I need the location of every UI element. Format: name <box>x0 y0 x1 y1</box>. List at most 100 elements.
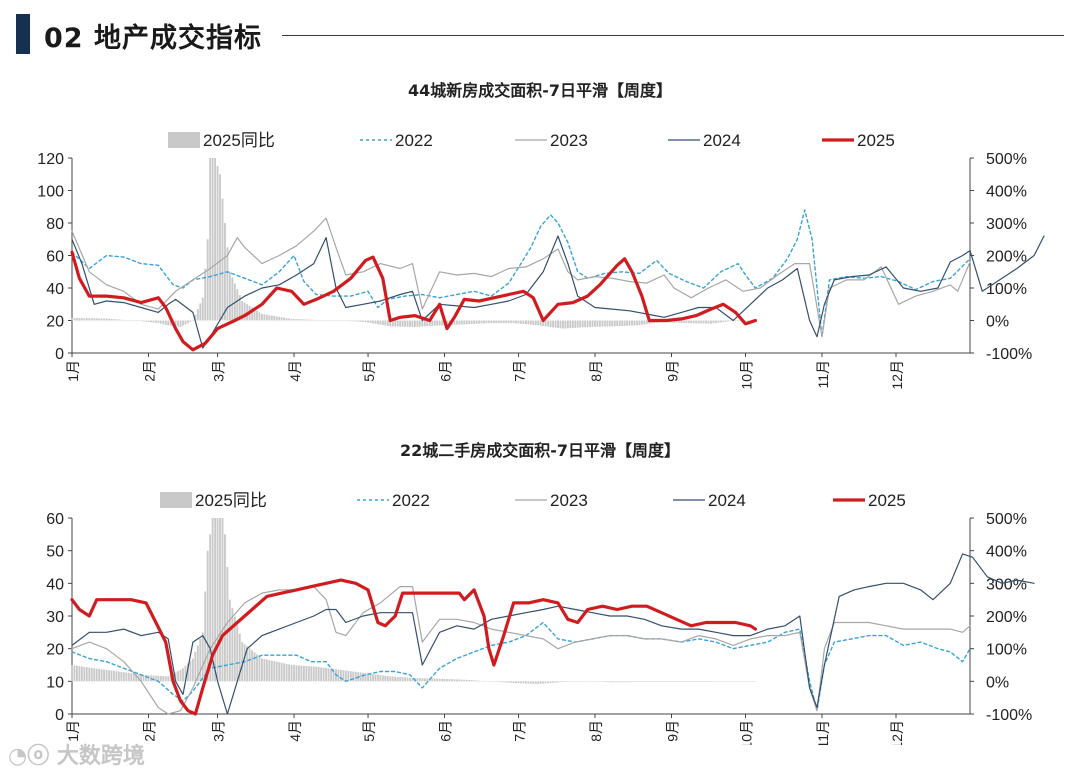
yoy-bar <box>596 681 599 682</box>
yoy-bar <box>690 681 693 682</box>
yoy-bar <box>206 239 209 321</box>
yoy-bar <box>480 320 483 324</box>
yoy-bar <box>194 651 197 682</box>
yoy-bar <box>162 676 165 682</box>
yoy-bar <box>574 681 577 682</box>
yoy-bar <box>293 318 295 321</box>
yoy-bar <box>278 662 281 682</box>
yoy-bar <box>727 320 730 322</box>
yoy-bar <box>640 320 643 325</box>
y-right-tick-label: 200% <box>986 609 1027 626</box>
yoy-bar <box>145 674 147 682</box>
yoy-bar <box>325 320 328 321</box>
yoy-bar <box>473 680 476 682</box>
legend-label-s2023: 2023 <box>550 131 588 150</box>
yoy-bar <box>169 675 172 682</box>
yoy-bar <box>164 676 167 682</box>
yoy-bar <box>90 318 93 321</box>
yoy-bar <box>710 320 712 324</box>
yoy-bar <box>71 665 73 682</box>
yoy-bar <box>73 665 76 682</box>
yoy-bar <box>483 681 485 682</box>
x-tick-label: 10月 <box>739 360 755 390</box>
yoy-bar <box>179 669 182 682</box>
yoy-bar <box>157 320 160 324</box>
yoy-bar <box>673 320 675 323</box>
yoy-bar <box>337 320 340 321</box>
yoy-bar <box>117 319 120 321</box>
series-line-2025 <box>70 578 758 716</box>
yoy-bar <box>488 681 490 682</box>
yoy-bar <box>401 677 404 682</box>
yoy-bar <box>391 320 394 327</box>
yoy-bar <box>751 681 754 682</box>
yoy-bar <box>552 681 554 683</box>
yoy-bar <box>214 518 217 682</box>
yoy-bar <box>330 320 332 321</box>
yoy-bar <box>152 320 155 323</box>
yoy-bar <box>549 320 552 327</box>
y-left-tick-label: 80 <box>46 216 64 233</box>
yoy-bar <box>640 681 643 682</box>
yoy-bar <box>463 320 466 325</box>
yoy-bar <box>290 665 293 682</box>
yoy-bar <box>330 668 332 682</box>
yoy-bar <box>549 681 552 683</box>
yoy-bar <box>280 317 283 321</box>
x-tick-label: 8月 <box>588 360 604 382</box>
yoy-bar <box>436 678 439 682</box>
yoy-bar <box>574 320 577 328</box>
yoy-bar <box>547 320 550 327</box>
yoy-bar <box>458 320 461 325</box>
yoy-bar <box>367 320 369 323</box>
yoy-bar <box>130 673 133 682</box>
yoy-bar <box>108 318 110 321</box>
chart-title-resale-homes: 22城二手房成交面积-7日平滑【周度】 <box>399 441 681 460</box>
yoy-bar <box>418 320 421 327</box>
yoy-bar <box>515 681 517 684</box>
yoy-bar <box>643 681 646 682</box>
yoy-bar <box>544 681 547 684</box>
yoy-bar <box>697 320 700 324</box>
yoy-bar <box>241 301 244 321</box>
yoy-bar <box>623 681 626 683</box>
yoy-bar <box>522 681 525 684</box>
yoy-bar <box>302 319 305 321</box>
yoy-bar <box>705 681 707 682</box>
yoy-bar <box>406 320 409 327</box>
yoy-bar <box>137 320 140 321</box>
yoy-bar <box>140 674 143 682</box>
yoy-bar <box>453 679 456 682</box>
yoy-bar <box>665 681 668 682</box>
yoy-bar <box>182 320 184 326</box>
yoy-bar <box>283 663 286 682</box>
yoy-bar <box>335 320 337 321</box>
yoy-bar <box>554 320 557 328</box>
yoy-bar <box>490 681 493 682</box>
yoy-bar <box>628 320 631 326</box>
y-left-tick-label: 20 <box>46 642 64 659</box>
yoy-bar <box>569 320 572 329</box>
yoy-bar <box>426 678 429 682</box>
yoy-bar <box>206 550 209 682</box>
yoy-bar <box>589 681 592 682</box>
yoy-bar <box>650 681 653 682</box>
yoy-bar <box>455 679 458 682</box>
yoy-bar <box>120 319 123 321</box>
yoy-bar <box>527 320 530 325</box>
yoy-bar <box>317 319 320 321</box>
yoy-bar <box>315 319 318 321</box>
yoy-bar <box>571 320 574 328</box>
yoy-bar <box>645 320 648 325</box>
yoy-bar <box>258 312 261 321</box>
yoy-bar <box>194 314 197 321</box>
yoy-bar <box>539 320 542 326</box>
yoy-bar <box>470 320 473 325</box>
yoy-bar <box>742 681 744 682</box>
yoy-bar <box>211 518 214 682</box>
yoy-bar <box>421 678 424 682</box>
yoy-bar <box>601 320 604 327</box>
yoy-bar <box>584 681 587 682</box>
series-line-2024 <box>71 553 1035 715</box>
yoy-bar <box>717 681 720 682</box>
